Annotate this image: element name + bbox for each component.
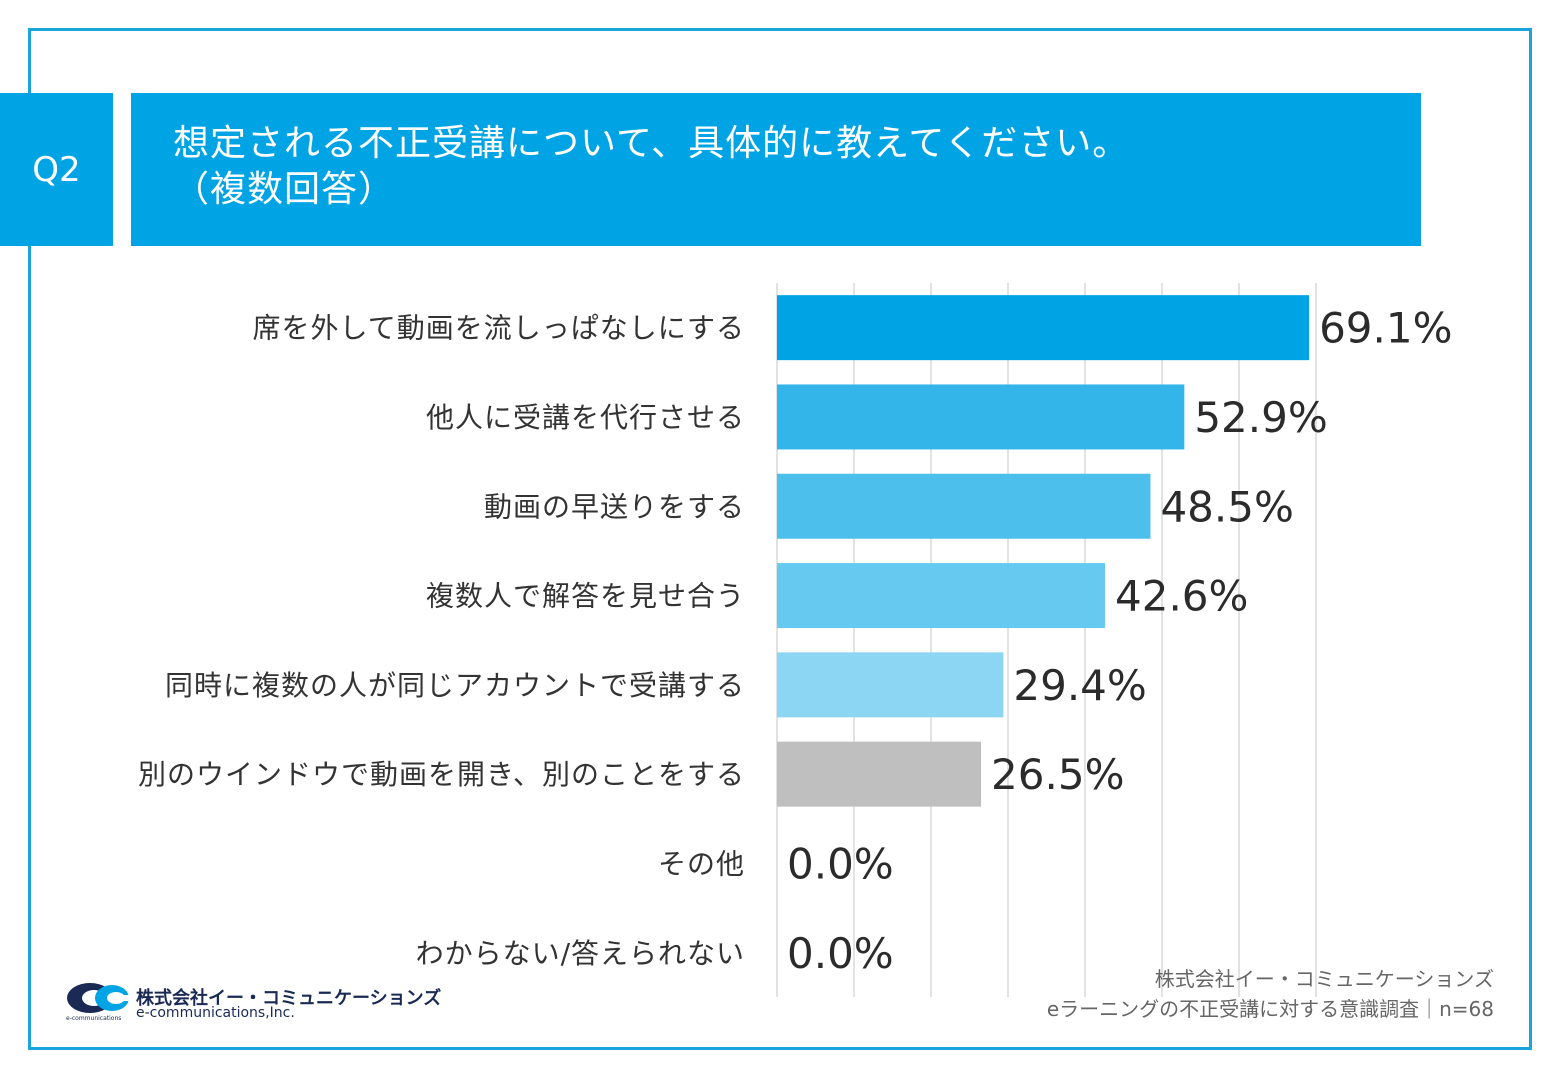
value-label: 69.1% xyxy=(1319,304,1452,353)
category-label: その他 xyxy=(658,847,745,880)
bar xyxy=(777,652,1004,718)
logo-company-jp: 株式会社イー・コミュニケーションズ xyxy=(136,988,442,1009)
category-label: 席を外して動画を流しっぱなしにする xyxy=(253,312,745,345)
bar xyxy=(777,473,1151,539)
question-title-line2: （複数回答） xyxy=(173,169,396,210)
value-label: 52.9% xyxy=(1194,393,1327,442)
bar xyxy=(777,295,1310,361)
question-title: 想定される不正受講について、具体的に教えてください。 （複数回答） xyxy=(131,93,1421,246)
source-company: 株式会社イー・コミュニケーションズ xyxy=(1154,967,1494,991)
category-label: 他人に受講を代行させる xyxy=(426,401,745,434)
question-number: Q2 xyxy=(32,149,81,190)
category-label: 同時に複数の人が同じアカウントで受講する xyxy=(165,669,745,702)
page-frame xyxy=(28,28,1532,1050)
bar xyxy=(777,741,982,807)
question-title-line1: 想定される不正受講について、具体的に教えてください。 xyxy=(173,123,1130,164)
bar xyxy=(777,563,1106,629)
category-label: わからない/答えられない xyxy=(416,937,745,970)
category-label: 動画の早送りをする xyxy=(484,490,745,523)
value-label: 26.5% xyxy=(991,750,1124,799)
source-note: 株式会社イー・コミュニケーションズ eラーニングの不正受講に対する意識調査｜n=… xyxy=(1047,964,1494,1024)
logo-mark-text: e-communications xyxy=(66,1015,122,1022)
bar xyxy=(777,384,1185,450)
value-label: 0.0% xyxy=(787,929,894,978)
question-badge: Q2 xyxy=(0,93,113,246)
value-label: 48.5% xyxy=(1160,482,1293,531)
category-label: 複数人で解答を見せ合う xyxy=(426,580,745,613)
value-label: 0.0% xyxy=(787,839,894,888)
bars xyxy=(777,295,1310,807)
logo-company-en: e-communications,Inc. xyxy=(136,1005,295,1021)
value-label: 42.6% xyxy=(1115,572,1248,621)
value-label: 29.4% xyxy=(1013,661,1146,710)
company-logo: e-communications 株式会社イー・コミュニケーションズ e-com… xyxy=(66,982,441,1024)
labels: 席を外して動画を流しっぱなしにする 69.1% 他人に受講を代行させる 52.9% 動画… xyxy=(138,304,1453,978)
category-label: 別のウインドウで動画を開き、別のことをする xyxy=(138,758,745,791)
source-survey: eラーニングの不正受講に対する意識調査｜n=68 xyxy=(1046,997,1494,1021)
e-communications-logo-icon xyxy=(67,983,132,1013)
